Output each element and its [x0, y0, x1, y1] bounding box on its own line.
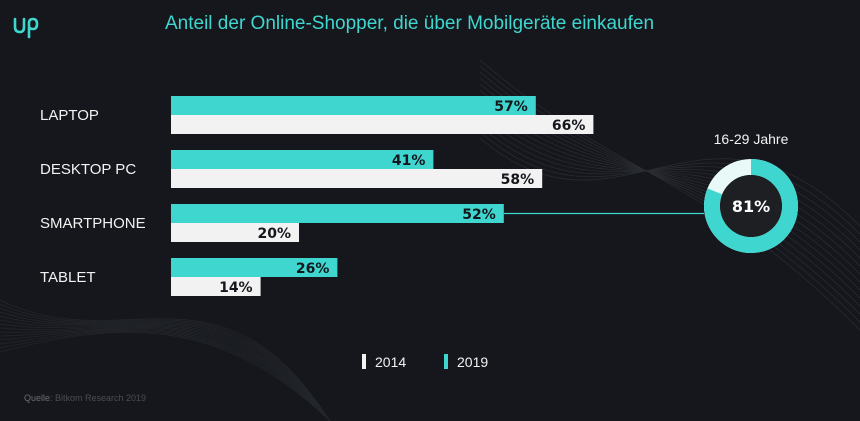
legend-label: 2019 [457, 354, 488, 370]
background-wave-line [0, 323, 331, 421]
background-wave-line [0, 328, 331, 421]
legend-label: 2014 [375, 354, 406, 370]
chart-title: Anteil der Online-Shopper, die über Mobi… [165, 13, 655, 34]
bar-2019 [171, 204, 504, 223]
background-wave-line [0, 327, 331, 421]
background-wave-line [479, 125, 860, 243]
category-label: LAPTOP [40, 107, 99, 124]
source-label: Quelle [24, 393, 51, 403]
background-wave-line [479, 59, 860, 331]
donut-chart: 16-29 Jahre 81% [503, 131, 798, 253]
background-wave-line [479, 71, 860, 315]
background-wave-line [0, 307, 331, 421]
background-wave-line [0, 331, 331, 421]
donut-center [720, 175, 782, 237]
source-note: Quelle: Bitkom Research 2019 [24, 393, 146, 403]
background-wave-line [0, 332, 331, 421]
brand-logo [10, 10, 40, 44]
bar-2014 [171, 223, 299, 242]
legend-swatch [444, 354, 448, 369]
background-wave-line [479, 101, 860, 275]
bar-2019-label: 41% [392, 153, 426, 169]
bar-2014-label: 66% [552, 118, 586, 134]
background-wave-line [0, 303, 331, 421]
background-wave-line [0, 319, 331, 421]
background-wave-line [0, 326, 331, 421]
bar-2014 [171, 115, 594, 134]
up-logo-icon [13, 17, 39, 39]
legend: 2014 2019 [362, 354, 488, 370]
donut-title: 16-29 Jahre [714, 131, 789, 147]
category-label: TABLET [40, 269, 96, 286]
bar-2019 [171, 150, 434, 169]
donut-slice [704, 159, 798, 253]
category-label: SMARTPHONE [40, 215, 146, 232]
bar-chart: LAPTOP 57% 66% DESKTOP PC 41% 58% SMARTPHONE 52… [40, 96, 594, 296]
bar-2014 [171, 277, 261, 296]
category-label: DESKTOP PC [40, 161, 136, 178]
bar-2014-label: 58% [501, 172, 535, 188]
bar-2019-label: 52% [462, 207, 496, 223]
background-wave-line [479, 77, 860, 307]
background-wave-line [0, 315, 331, 421]
background-wave-line [0, 299, 331, 421]
bar-2019-label: 26% [296, 261, 330, 277]
bar-2019-label: 57% [494, 99, 528, 115]
source-text: : Bitkom Research 2019 [50, 393, 147, 403]
bar-2014-label: 14% [219, 280, 253, 296]
background-wave-line [479, 95, 860, 283]
bar-2019 [171, 96, 536, 115]
donut-value-label: 81% [732, 197, 770, 216]
bar-2019 [171, 258, 338, 277]
background-wave-line [0, 327, 331, 421]
bar-2014 [171, 169, 543, 188]
background-wave-line [479, 131, 860, 235]
background-wave-line [479, 107, 860, 267]
legend-swatch [362, 354, 366, 369]
background-wave-line [0, 330, 331, 421]
background-wave-line [0, 311, 331, 421]
bar-2014-label: 20% [257, 226, 291, 242]
